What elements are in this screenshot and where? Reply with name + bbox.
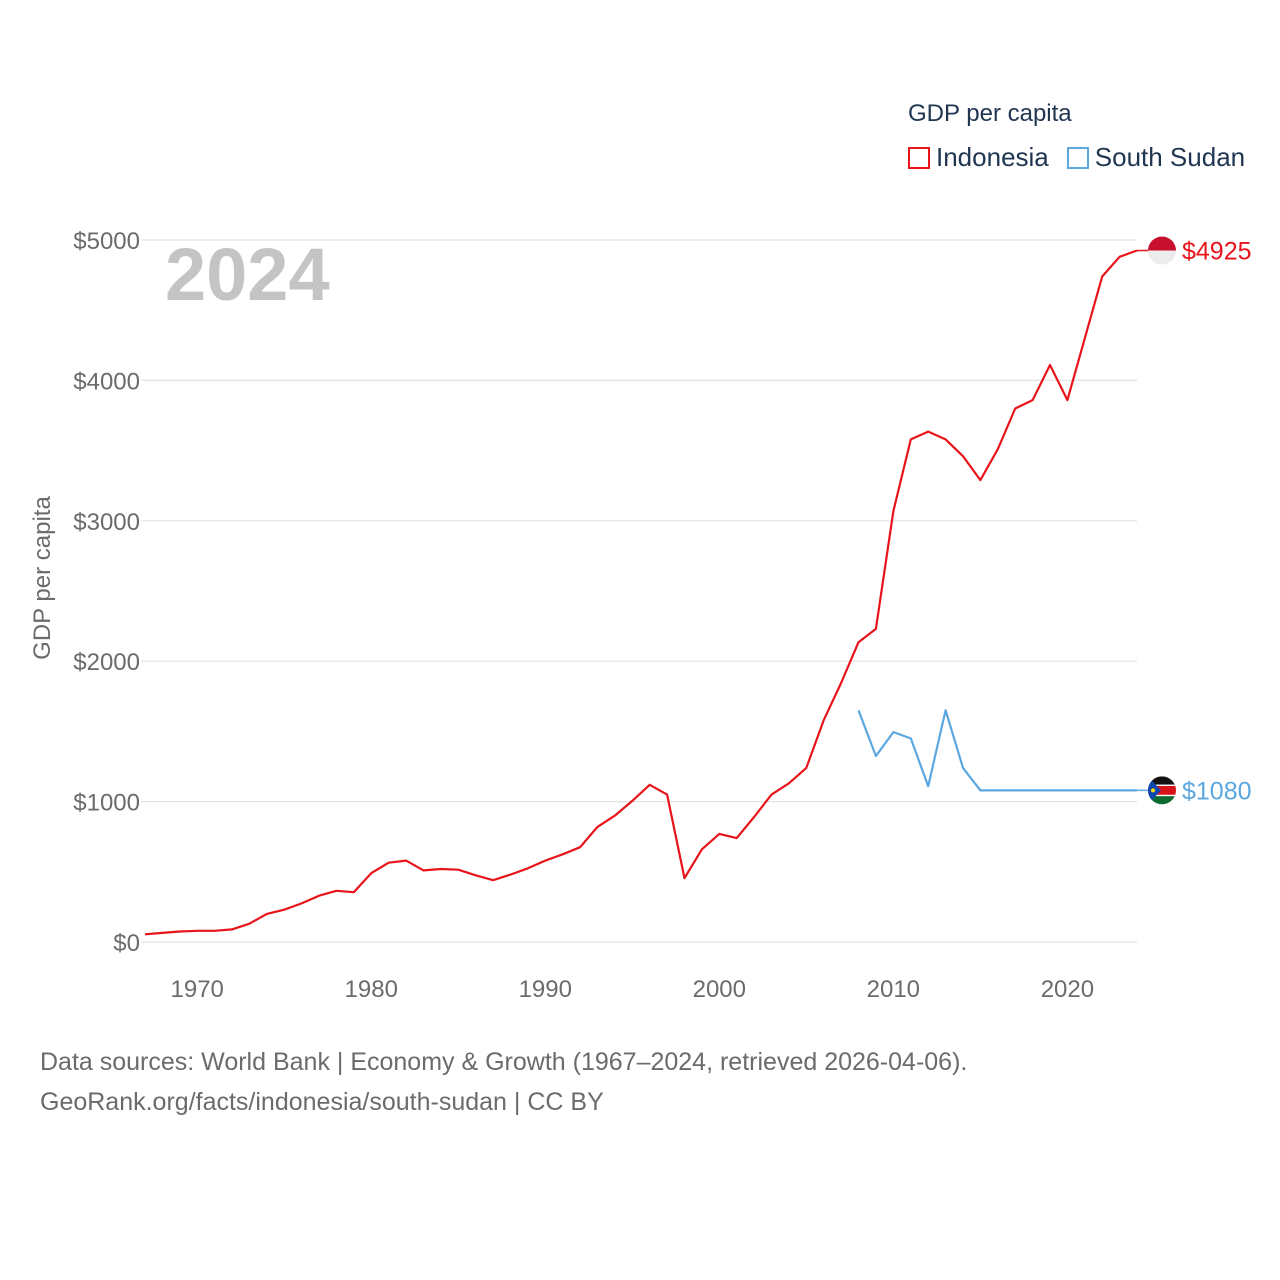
x-tick-label: 1990 bbox=[519, 976, 572, 1003]
end-value-label-indonesia: $4925 bbox=[1182, 238, 1252, 266]
indonesia-flag-icon bbox=[1148, 236, 1176, 265]
source-line-2[interactable]: GeoRank.org/facts/indonesia/south-sudan … bbox=[40, 1088, 604, 1116]
year-watermark: 2024 bbox=[165, 233, 330, 316]
y-tick-label: $2000 bbox=[73, 649, 140, 676]
x-tick-label: 2010 bbox=[867, 976, 920, 1003]
legend-item-south-sudan[interactable]: South Sudan bbox=[1066, 142, 1246, 173]
x-tick-label: 1970 bbox=[171, 976, 224, 1003]
legend-label-indonesia: Indonesia bbox=[936, 142, 1049, 172]
series-line-indonesia bbox=[144, 249, 1138, 936]
legend: Indonesia South Sudan bbox=[908, 142, 1263, 173]
y-tick-label: $1000 bbox=[73, 790, 140, 817]
y-axis-label: GDP per capita bbox=[29, 496, 56, 660]
south-sudan-flag-icon bbox=[1148, 776, 1176, 805]
y-axis-ticks: $0 $1000 $2000 $3000 $4000 $5000 bbox=[73, 228, 140, 957]
series-line-south-sudan bbox=[857, 709, 1137, 792]
source-line-1: Data sources: World Bank | Economy & Gro… bbox=[40, 1048, 968, 1076]
x-tick-label: 1980 bbox=[345, 976, 398, 1003]
series-lines bbox=[144, 249, 1148, 936]
gridlines bbox=[141, 239, 1137, 943]
y-tick-label: $0 bbox=[113, 930, 140, 957]
legend-item-indonesia[interactable]: Indonesia bbox=[908, 142, 1049, 173]
data-source-note: Data sources: World Bank | Economy & Gro… bbox=[40, 1042, 967, 1122]
y-tick-label: $3000 bbox=[73, 509, 140, 536]
x-tick-label: 2020 bbox=[1041, 976, 1094, 1003]
x-axis-ticks: 1970 1980 1990 2000 2010 2020 bbox=[171, 976, 1095, 1003]
legend-swatch-indonesia bbox=[908, 146, 930, 169]
legend-label-south-sudan: South Sudan bbox=[1094, 142, 1246, 172]
x-tick-label: 2000 bbox=[693, 976, 746, 1003]
series-end-markers: $4925 $1080 bbox=[1148, 236, 1252, 805]
end-value-label-south-sudan: $1080 bbox=[1182, 777, 1252, 805]
legend-title: GDP per capita bbox=[908, 100, 1072, 127]
y-tick-label: $4000 bbox=[73, 368, 140, 395]
y-tick-label: $5000 bbox=[73, 228, 140, 255]
legend-swatch-south-sudan bbox=[1066, 146, 1089, 169]
